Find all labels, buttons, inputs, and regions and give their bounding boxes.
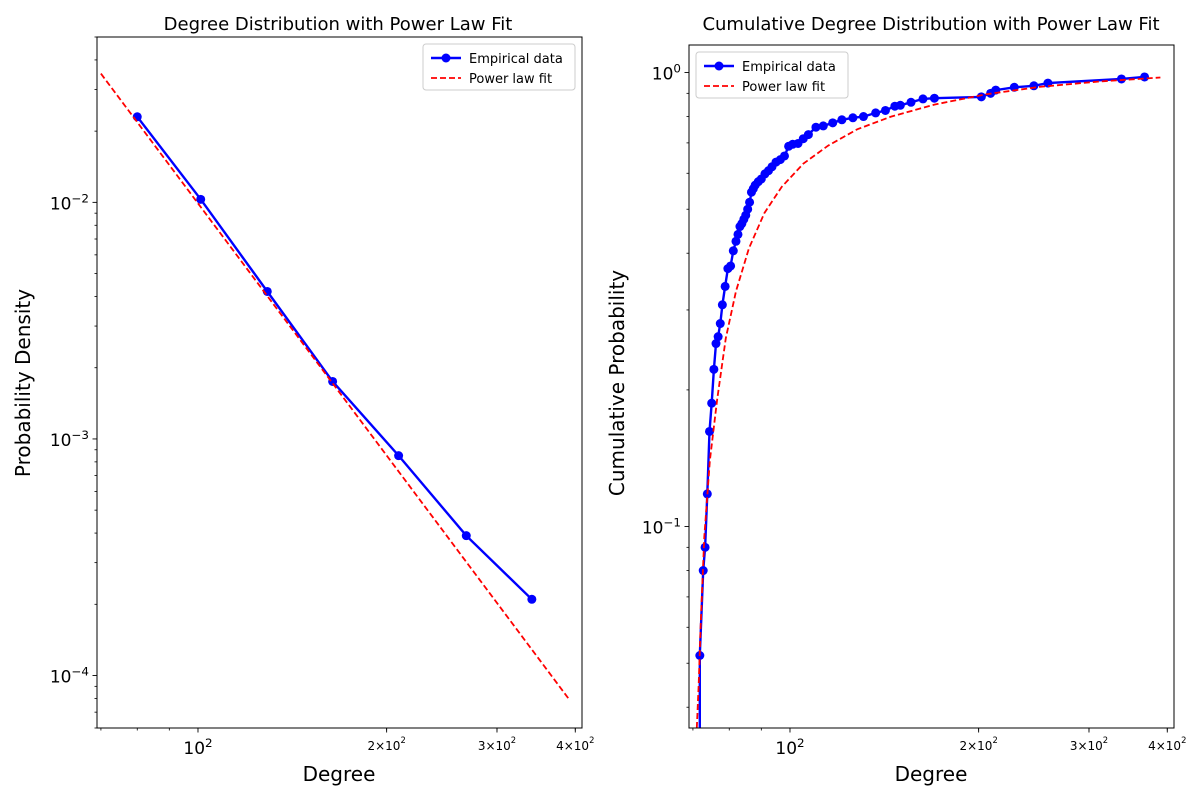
left-chart-panel: Degree Distribution with Power Law Fit D… xyxy=(11,14,594,786)
right-legend-label: Power law fit xyxy=(742,80,825,95)
right-data-point xyxy=(717,300,727,310)
right-data-point xyxy=(848,113,858,123)
right-data-point xyxy=(726,261,736,271)
left-data-point xyxy=(394,451,404,461)
left-legend-marker xyxy=(441,53,451,63)
right-plot-area xyxy=(695,72,1161,728)
right-data-point xyxy=(713,332,723,342)
right-data-point xyxy=(743,204,753,214)
right-data-point xyxy=(858,112,868,122)
right-data-point xyxy=(700,542,710,552)
right-legend: Empirical data Power law fit xyxy=(695,51,849,99)
left-data-point xyxy=(196,194,206,204)
right-data-point xyxy=(803,130,813,140)
left-y-tick-label: 10−2 xyxy=(50,191,89,214)
left-chart-xlabel: Degree xyxy=(303,762,376,786)
left-legend: Empirical data Power law fit xyxy=(422,43,576,91)
left-data-point xyxy=(527,594,537,604)
right-chart-title: Cumulative Degree Distribution with Powe… xyxy=(702,14,1159,35)
right-data-point xyxy=(871,108,881,118)
right-data-point xyxy=(705,426,715,436)
right-data-point xyxy=(976,92,986,102)
left-legend-label: Empirical data xyxy=(469,52,563,67)
right-data-point xyxy=(728,246,738,256)
left-y-tick-label: 10−3 xyxy=(50,428,89,451)
right-data-point xyxy=(733,229,743,239)
right-data-point xyxy=(720,281,730,291)
left-fit-line xyxy=(100,73,570,699)
right-x-tick-label: 102 xyxy=(775,736,804,759)
right-data-point xyxy=(811,122,821,132)
right-legend-label: Empirical data xyxy=(742,60,836,75)
right-chart-ylabel: Cumulative Probability xyxy=(605,270,629,496)
left-legend-label: Power law fit xyxy=(469,72,552,87)
left-x-tick-label: 102 xyxy=(183,736,212,759)
left-x-tick-label: 2×102 xyxy=(367,735,405,753)
right-data-point xyxy=(880,105,890,115)
left-chart-ylabel: Probability Density xyxy=(11,289,35,477)
right-data-point xyxy=(707,398,717,408)
left-empirical-line xyxy=(136,116,533,601)
right-data-point xyxy=(895,100,905,110)
left-x-tick-label: 3×102 xyxy=(478,735,516,753)
right-data-point xyxy=(1140,72,1150,82)
right-chart-panel: Cumulative Degree Distribution with Powe… xyxy=(605,14,1186,786)
right-data-point xyxy=(1116,74,1126,84)
right-y-tick-label: 10−1 xyxy=(642,516,681,539)
right-data-point xyxy=(731,236,741,246)
right-data-point xyxy=(918,94,928,104)
right-data-point xyxy=(709,364,719,374)
right-y-tick-label: 100 xyxy=(652,62,681,85)
right-legend-marker xyxy=(714,61,724,71)
left-x-tick-label: 4×102 xyxy=(556,735,594,753)
right-data-point xyxy=(929,93,939,103)
right-data-point xyxy=(837,115,847,125)
right-data-point xyxy=(715,319,725,329)
left-y-tick-label: 10−4 xyxy=(50,665,89,688)
left-axes-frame xyxy=(96,36,583,729)
right-x-tick-label: 4×102 xyxy=(1148,735,1186,753)
right-data-point xyxy=(779,151,789,161)
right-axes-frame xyxy=(688,44,1175,729)
right-data-point xyxy=(711,339,721,349)
right-fit-line xyxy=(695,76,1161,728)
right-data-point xyxy=(828,118,838,128)
right-chart-xlabel: Degree xyxy=(895,762,968,786)
left-data-point xyxy=(461,531,471,541)
left-chart-title: Degree Distribution with Power Law Fit xyxy=(164,14,513,35)
left-plot-area xyxy=(100,73,570,699)
right-data-point xyxy=(745,197,755,207)
right-x-tick-label: 2×102 xyxy=(959,735,997,753)
right-data-point xyxy=(818,121,828,131)
right-data-point xyxy=(906,97,916,107)
right-x-tick-label: 3×102 xyxy=(1070,735,1108,753)
